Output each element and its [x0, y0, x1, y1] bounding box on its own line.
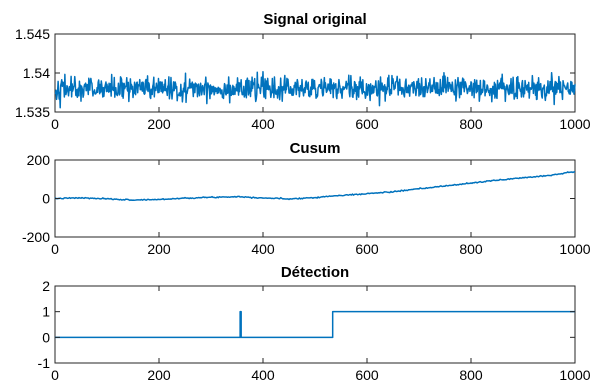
series-line [54, 171, 576, 202]
x-tick-label: 800 [459, 367, 483, 383]
axes-box [54, 159, 576, 238]
x-tick-label: 800 [459, 116, 483, 132]
axes-box [54, 285, 576, 364]
y-tick-label: -200 [22, 229, 50, 245]
axes-box [54, 33, 576, 113]
x-tick-label: 400 [251, 116, 275, 132]
x-tick-label: 600 [355, 241, 379, 257]
x-tick-label: 200 [147, 116, 171, 132]
x-tick-label: 0 [51, 241, 59, 257]
y-tick-label: -1 [38, 355, 51, 371]
x-tick-label: 1000 [559, 116, 590, 132]
y-tick-label: 1 [42, 304, 50, 320]
x-tick-label: 1000 [559, 367, 590, 383]
subplot-title: Cusum [290, 140, 341, 157]
x-tick-label: 0 [51, 116, 59, 132]
x-tick-label: 400 [251, 367, 275, 383]
x-tick-label: 1000 [559, 241, 590, 257]
y-tick-label: 0 [42, 329, 50, 345]
y-tick-label: 1.54 [23, 65, 50, 81]
subplot-title: Détection [281, 264, 349, 281]
y-tick-label: 2 [42, 278, 50, 294]
series-line [54, 70, 576, 109]
y-tick-label: 1.545 [15, 26, 50, 42]
y-tick-label: 200 [27, 152, 51, 168]
series-line [55, 310, 575, 339]
x-tick-label: 200 [147, 367, 171, 383]
ticks-signal: 0 200 400 600 800 1000 1.535 1.54 1.545 [15, 26, 591, 132]
y-tick-label: 0 [42, 191, 50, 207]
x-tick-label: 600 [355, 367, 379, 383]
x-tick-label: 400 [251, 241, 275, 257]
y-tick-label: 1.535 [15, 104, 50, 120]
subplot-signal-original: Signal original 0 200 400 600 800 1000 1.535 1.… [15, 11, 591, 132]
x-tick-label: 0 [51, 367, 59, 383]
x-tick-label: 200 [147, 241, 171, 257]
subplot-title: Signal original [263, 11, 366, 28]
x-tick-label: 800 [459, 241, 483, 257]
x-tick-label: 600 [355, 116, 379, 132]
